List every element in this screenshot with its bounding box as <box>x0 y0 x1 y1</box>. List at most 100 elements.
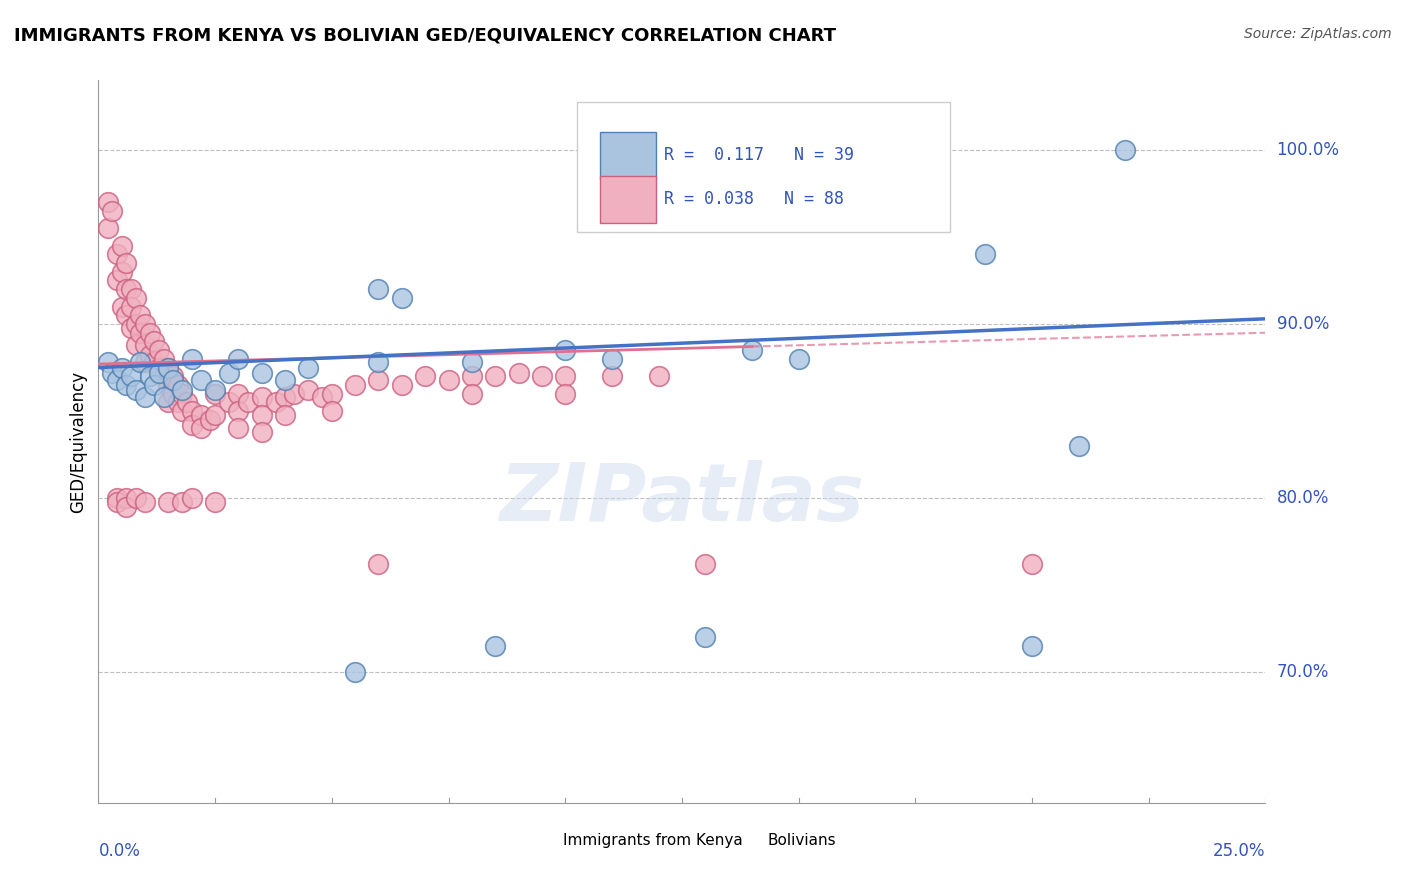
Point <box>120 300 142 314</box>
Point <box>97 221 120 235</box>
Point <box>172 383 194 397</box>
Point <box>134 390 156 404</box>
Point <box>190 421 212 435</box>
Text: 90.0%: 90.0% <box>1277 315 1329 333</box>
Point <box>115 256 138 270</box>
Point <box>204 494 226 508</box>
Point <box>344 378 367 392</box>
FancyBboxPatch shape <box>720 828 763 863</box>
Point <box>148 343 170 358</box>
Point <box>204 408 226 422</box>
Point <box>190 408 212 422</box>
Point <box>157 378 180 392</box>
Point <box>115 378 138 392</box>
Point <box>437 373 460 387</box>
Point <box>152 351 174 366</box>
Point <box>250 408 273 422</box>
Point <box>111 300 134 314</box>
Point <box>105 491 128 505</box>
Point <box>105 373 128 387</box>
Point <box>218 366 240 380</box>
Point <box>157 494 180 508</box>
Text: 100.0%: 100.0% <box>1277 141 1340 159</box>
Point <box>97 195 120 210</box>
Point <box>157 360 180 375</box>
Point <box>250 390 273 404</box>
Point <box>125 383 148 397</box>
Point <box>274 390 297 404</box>
Point <box>143 334 166 349</box>
Point <box>695 558 717 572</box>
FancyBboxPatch shape <box>515 828 560 863</box>
Point <box>274 373 297 387</box>
Point <box>461 386 484 401</box>
Point <box>148 360 170 375</box>
Point <box>129 308 152 322</box>
Point <box>367 355 389 369</box>
Point <box>115 500 138 514</box>
Point <box>134 355 156 369</box>
Point <box>166 395 188 409</box>
Point <box>143 378 166 392</box>
Point <box>129 326 152 340</box>
Point <box>115 308 138 322</box>
Point <box>125 491 148 505</box>
Point <box>250 366 273 380</box>
Point <box>974 247 997 261</box>
Text: Bolivians: Bolivians <box>768 833 835 848</box>
Point <box>172 386 194 401</box>
Point <box>228 351 250 366</box>
Text: 0.0%: 0.0% <box>98 842 141 860</box>
FancyBboxPatch shape <box>576 102 950 232</box>
Point <box>367 558 389 572</box>
Point <box>162 373 184 387</box>
Point <box>134 317 156 331</box>
Point <box>152 390 174 404</box>
Point <box>101 366 124 380</box>
Point <box>204 383 226 397</box>
Point <box>228 386 250 401</box>
Point <box>484 639 506 653</box>
Point <box>101 203 124 218</box>
Point <box>647 369 669 384</box>
Point <box>236 395 259 409</box>
Point <box>97 355 120 369</box>
Point <box>134 338 156 352</box>
Text: 70.0%: 70.0% <box>1277 664 1329 681</box>
Y-axis label: GED/Equivalency: GED/Equivalency <box>69 370 87 513</box>
Point <box>125 291 148 305</box>
Point <box>157 395 180 409</box>
FancyBboxPatch shape <box>600 132 657 179</box>
Point <box>391 378 413 392</box>
Point <box>741 343 763 358</box>
Point <box>180 351 202 366</box>
Point <box>129 355 152 369</box>
Point <box>413 369 436 384</box>
Point <box>134 494 156 508</box>
Point <box>461 355 484 369</box>
FancyBboxPatch shape <box>600 176 657 223</box>
Point <box>204 386 226 401</box>
Point <box>344 665 367 680</box>
Point <box>1021 639 1043 653</box>
Point <box>283 386 305 401</box>
Point <box>200 413 222 427</box>
Point <box>484 369 506 384</box>
Point <box>139 348 162 362</box>
Point <box>166 378 188 392</box>
Point <box>120 369 142 384</box>
Point <box>111 265 134 279</box>
Point <box>120 282 142 296</box>
Point <box>311 390 333 404</box>
Point <box>120 320 142 334</box>
Point <box>180 404 202 418</box>
Point <box>264 395 287 409</box>
Point <box>787 351 810 366</box>
Point <box>148 366 170 380</box>
Point <box>461 369 484 384</box>
Point <box>162 369 184 384</box>
Point <box>139 326 162 340</box>
Point <box>367 282 389 296</box>
Point <box>125 317 148 331</box>
Point <box>111 238 134 252</box>
